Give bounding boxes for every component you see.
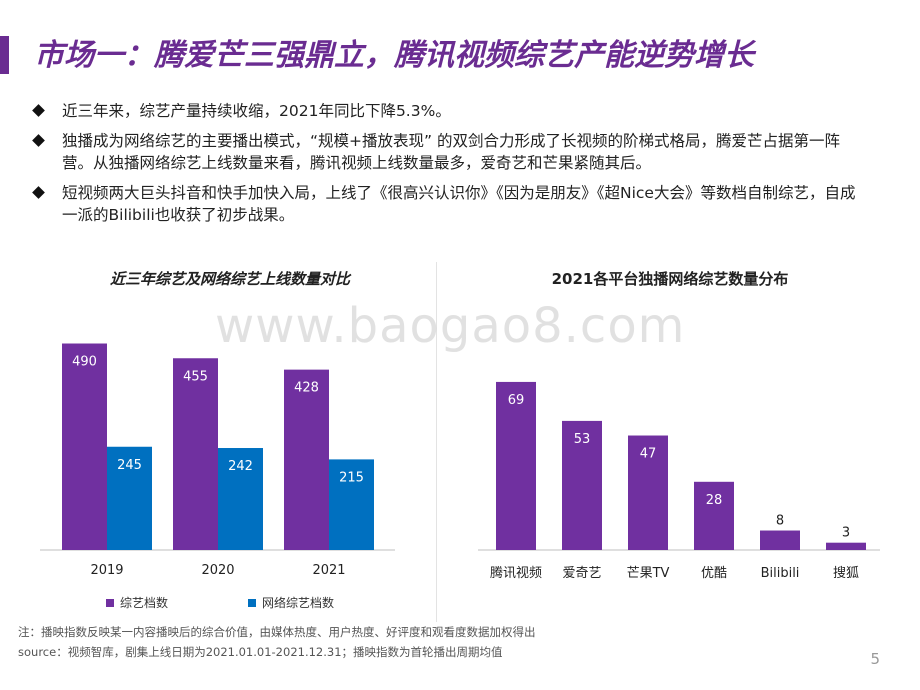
page-title: 市场一：腾爱芒三强鼎立，腾讯视频综艺产能逆势增长 <box>34 38 754 73</box>
data-label: 428 <box>294 381 319 396</box>
data-label: 69 <box>508 393 525 408</box>
data-label: 28 <box>706 493 723 508</box>
x-tick-label: 搜狐 <box>833 566 859 581</box>
x-tick-label: 优酷 <box>701 566 727 581</box>
bar-platform <box>628 435 668 550</box>
legend-swatch-purple <box>106 598 114 607</box>
left-chart-title: 近三年综艺及网络综艺上线数量对比 <box>109 270 350 288</box>
x-tick-label: 爱奇艺 <box>562 565 601 581</box>
chart-divider <box>436 262 437 622</box>
legend-swatch-blue <box>248 598 256 607</box>
bar-platform <box>694 481 734 550</box>
data-label: 8 <box>776 514 784 529</box>
bar-platform <box>562 420 602 550</box>
x-tick-label: 2019 <box>90 563 123 578</box>
x-tick-label: 2020 <box>201 563 234 578</box>
data-label: 215 <box>339 470 364 485</box>
x-tick-label: Bilibili <box>761 566 800 581</box>
data-label: 3 <box>842 526 850 541</box>
bar-variety <box>62 343 107 550</box>
data-label: 490 <box>72 355 97 370</box>
bar-platform <box>496 381 536 550</box>
data-label: 47 <box>640 447 657 462</box>
source-note: source：视频智库，剧集上线日期为2021.01.01-2021.12.31… <box>18 645 503 659</box>
footnote: 注：播映指数反映某一内容播映后的综合价值，由媒体热度、用户热度、好评度和观看度数… <box>18 625 536 639</box>
bullet-list: 近三年来，综艺产量持续收缩，2021年同比下降5.3%。 独播成为网络综艺的主要… <box>30 100 860 234</box>
data-label: 242 <box>228 459 253 474</box>
legend-item-online-variety: 网络综艺档数 <box>248 594 334 611</box>
legend-item-variety: 综艺档数 <box>106 594 168 611</box>
data-label: 245 <box>117 458 142 473</box>
data-label: 455 <box>183 369 208 384</box>
legend-label: 网络综艺档数 <box>262 596 335 610</box>
data-label: 53 <box>574 432 591 447</box>
page-number: 5 <box>870 650 880 668</box>
bar-variety <box>284 369 329 550</box>
bullet-text: 独播成为网络综艺的主要播出模式，“规模+播放表现” 的双剑合力形成了长视频的阶梯… <box>62 132 840 172</box>
x-tick-label: 腾讯视频 <box>490 565 542 581</box>
bar-online-variety <box>218 448 263 550</box>
bar-platform <box>826 542 866 550</box>
watermark-text: www.baogao8.com <box>215 298 686 354</box>
bar-online-variety <box>329 459 374 550</box>
bullet-item: 短视频两大巨头抖音和快手加快入局，上线了《很高兴认识你》《因为是朋友》《超Nic… <box>30 182 860 226</box>
bar-platform <box>760 530 800 550</box>
title-accent-bar <box>0 36 9 74</box>
legend-label: 综艺档数 <box>120 596 169 610</box>
bullet-text: 近三年来，综艺产量持续收缩，2021年同比下降5.3%。 <box>62 102 451 120</box>
x-tick-label: 芒果TV <box>627 565 670 581</box>
bar-online-variety <box>107 446 152 550</box>
bullet-text: 短视频两大巨头抖音和快手加快入局，上线了《很高兴认识你》《因为是朋友》《超Nic… <box>62 184 856 224</box>
bar-variety <box>173 358 218 550</box>
x-tick-label: 2021 <box>312 563 345 578</box>
bullet-item: 近三年来，综艺产量持续收缩，2021年同比下降5.3%。 <box>30 100 860 122</box>
bullet-item: 独播成为网络综艺的主要播出模式，“规模+播放表现” 的双剑合力形成了长视频的阶梯… <box>30 130 860 174</box>
right-chart-title: 2021各平台独播网络综艺数量分布 <box>551 270 789 288</box>
